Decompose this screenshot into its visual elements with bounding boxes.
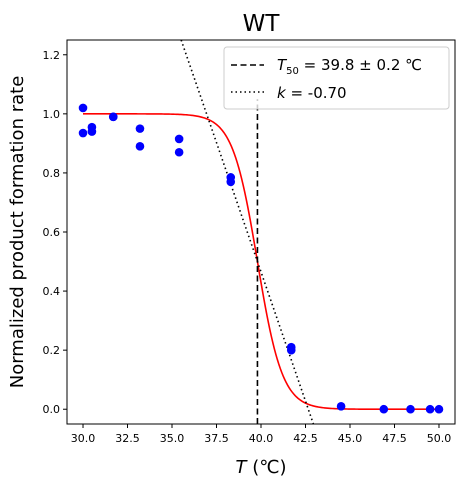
legend-box bbox=[223, 46, 450, 110]
y-tick-label: 1.0 bbox=[43, 108, 61, 121]
y-tick-label: 0.2 bbox=[43, 344, 61, 357]
data-point bbox=[108, 112, 118, 122]
fit-curve bbox=[83, 113, 439, 411]
x-tick-label: 30.0 bbox=[71, 432, 96, 445]
legend-label-k: k = -0.70 bbox=[277, 84, 347, 102]
y-axis-label: Normalized product formation rate bbox=[7, 76, 28, 389]
data-point bbox=[226, 177, 236, 187]
x-axis-variable: T bbox=[236, 457, 249, 478]
x-axis-unit: (℃) bbox=[247, 457, 287, 478]
y-tick-label: 0.0 bbox=[43, 403, 61, 416]
slope-line bbox=[180, 40, 315, 424]
data-point bbox=[174, 147, 184, 157]
x-axis-ticks: 30.0 32.5 35.0 37.5 40.0 42.5 45.0 47.5 50.0 bbox=[71, 424, 451, 445]
x-tick-label: 32.5 bbox=[115, 432, 140, 445]
data-point bbox=[78, 128, 88, 138]
data-point bbox=[78, 103, 88, 113]
x-tick-label: 35.0 bbox=[160, 432, 185, 445]
x-tick-label: 40.0 bbox=[249, 432, 274, 445]
data-point bbox=[286, 345, 296, 355]
data-point bbox=[135, 124, 145, 133]
data-point bbox=[425, 404, 435, 414]
legend-label-t50: T50 = 39.8 ± 0.2 ℃ bbox=[277, 56, 422, 77]
data-point bbox=[174, 134, 184, 144]
x-tick-label: 50.0 bbox=[427, 432, 452, 445]
x-tick-label: 37.5 bbox=[204, 432, 229, 445]
legend-k-variable: k bbox=[277, 84, 287, 102]
legend-k-value: = -0.70 bbox=[286, 84, 347, 102]
x-tick-label: 42.5 bbox=[293, 432, 318, 445]
y-tick-label: 0.8 bbox=[43, 167, 61, 180]
x-tick-label: 45.0 bbox=[338, 432, 363, 445]
legend: T50 = 39.8 ± 0.2 ℃ k = -0.70 bbox=[223, 46, 450, 110]
data-point bbox=[135, 142, 145, 151]
y-tick-label: 0.6 bbox=[43, 226, 61, 239]
x-axis-label: T (℃) bbox=[236, 457, 287, 478]
plot-area bbox=[78, 40, 444, 424]
data-point bbox=[434, 404, 444, 414]
legend-t50-value: = 39.8 ± 0.2 ℃ bbox=[299, 56, 422, 74]
chart-title: WT bbox=[243, 11, 281, 37]
data-point bbox=[336, 401, 346, 411]
data-point bbox=[406, 404, 415, 414]
y-tick-label: 0.4 bbox=[43, 285, 61, 298]
data-point bbox=[379, 404, 389, 414]
legend-t50-variable: T bbox=[277, 56, 288, 74]
y-tick-label: 1.2 bbox=[43, 49, 61, 62]
data-points bbox=[78, 103, 444, 414]
x-tick-label: 47.5 bbox=[382, 432, 407, 445]
data-point bbox=[87, 127, 97, 136]
legend-t50-subscript: 50 bbox=[286, 66, 299, 77]
y-axis-ticks: 0.0 0.2 0.4 0.6 0.8 1.0 1.2 bbox=[43, 49, 67, 416]
